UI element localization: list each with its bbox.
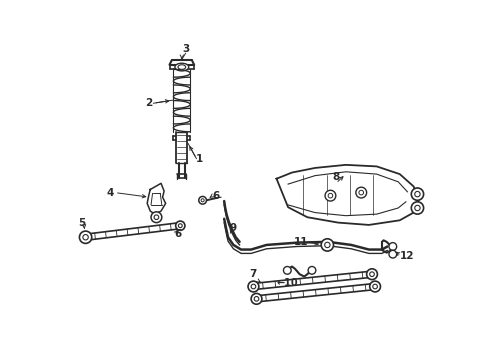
Circle shape bbox=[321, 239, 334, 251]
Circle shape bbox=[411, 202, 424, 214]
Ellipse shape bbox=[178, 65, 186, 69]
Circle shape bbox=[415, 192, 420, 197]
Circle shape bbox=[370, 281, 381, 292]
Circle shape bbox=[359, 190, 364, 195]
Circle shape bbox=[367, 269, 377, 280]
Circle shape bbox=[199, 197, 206, 204]
Circle shape bbox=[178, 224, 182, 228]
Circle shape bbox=[308, 266, 316, 274]
Circle shape bbox=[328, 193, 333, 198]
Circle shape bbox=[79, 231, 92, 243]
Text: 12: 12 bbox=[400, 251, 415, 261]
Text: 5: 5 bbox=[78, 219, 85, 228]
Circle shape bbox=[201, 199, 204, 202]
Text: 4: 4 bbox=[106, 188, 114, 198]
Circle shape bbox=[373, 284, 377, 289]
Text: ←10: ←10 bbox=[276, 278, 298, 288]
Circle shape bbox=[83, 235, 88, 240]
Text: 6: 6 bbox=[174, 229, 182, 239]
Text: 1: 1 bbox=[196, 154, 203, 164]
Text: 7: 7 bbox=[250, 269, 257, 279]
Circle shape bbox=[389, 243, 397, 250]
Circle shape bbox=[325, 242, 330, 248]
Circle shape bbox=[151, 212, 162, 222]
Circle shape bbox=[370, 272, 374, 276]
Circle shape bbox=[283, 266, 291, 274]
Polygon shape bbox=[276, 165, 419, 225]
Circle shape bbox=[248, 281, 259, 292]
Circle shape bbox=[154, 215, 159, 220]
Text: 6: 6 bbox=[213, 191, 220, 201]
Circle shape bbox=[356, 187, 367, 198]
Polygon shape bbox=[147, 183, 166, 214]
Text: 2: 2 bbox=[145, 98, 152, 108]
Circle shape bbox=[175, 221, 185, 230]
Circle shape bbox=[251, 284, 256, 289]
Text: 3: 3 bbox=[182, 44, 189, 54]
Text: 8: 8 bbox=[332, 172, 340, 182]
Text: 9: 9 bbox=[230, 223, 237, 233]
Circle shape bbox=[411, 188, 424, 200]
Ellipse shape bbox=[175, 63, 189, 71]
Circle shape bbox=[389, 250, 397, 258]
Text: 11: 11 bbox=[294, 237, 308, 247]
Circle shape bbox=[254, 297, 259, 301]
Circle shape bbox=[415, 205, 420, 211]
Circle shape bbox=[251, 293, 262, 304]
Circle shape bbox=[325, 190, 336, 201]
